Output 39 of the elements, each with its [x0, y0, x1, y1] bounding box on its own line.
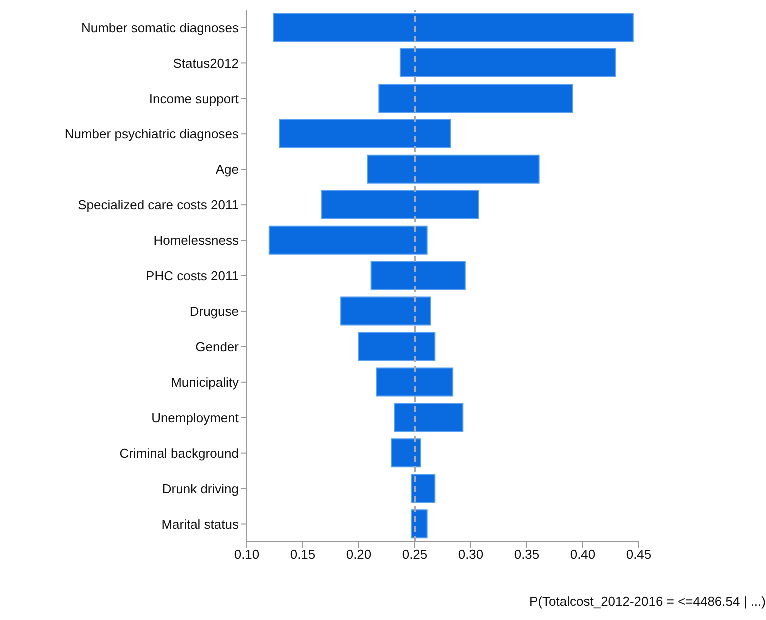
y-tick-label: Drunk driving — [162, 481, 239, 496]
y-tick-label: Income support — [149, 91, 240, 106]
bar — [376, 368, 454, 397]
bar — [340, 296, 432, 326]
x-tick-label: 0.20 — [346, 547, 372, 562]
y-tick-label: Marital status — [162, 516, 240, 532]
y-tick-label: PHC costs 2011 — [146, 268, 239, 284]
bar — [273, 13, 634, 42]
bar — [367, 154, 540, 184]
y-tick-label: Specialized care costs 2011 — [78, 198, 239, 213]
x-tick-label: 0.15 — [290, 547, 316, 562]
bar — [278, 119, 452, 148]
bar — [370, 261, 466, 290]
y-tick-label: Criminal background — [120, 446, 239, 461]
bar — [390, 438, 422, 468]
y-tick-label: Municipality — [171, 375, 240, 390]
y-tick-label: Gender — [196, 340, 240, 355]
y-tick-label: Druguse — [190, 304, 239, 320]
x-tick-label: 0.35 — [514, 547, 540, 562]
y-tick-label: Number somatic diagnoses — [81, 20, 240, 36]
bar — [268, 226, 428, 255]
x-tick-label: 0.25 — [402, 547, 428, 562]
bar — [322, 190, 480, 220]
y-tick-label: Unemployment — [152, 410, 240, 426]
x-tick-label: 0.10 — [234, 547, 260, 562]
x-axis-title: P(Totalcost_2012-2016 = <=4486.54 | ...) — [530, 594, 766, 609]
y-tick-label: Number psychiatric diagnoses — [64, 126, 240, 142]
bar — [411, 474, 436, 504]
bar — [378, 84, 574, 113]
y-tick-label: Age — [216, 162, 239, 178]
x-tick-label: 0.45 — [626, 547, 652, 562]
bar — [358, 332, 436, 362]
bar — [411, 510, 428, 539]
y-tick-label: Homelessness — [154, 233, 240, 248]
x-tick-label: 0.40 — [570, 547, 596, 562]
x-tick-label: 0.30 — [458, 547, 484, 562]
y-tick-label: Status2012 — [173, 56, 239, 71]
bar — [400, 48, 616, 78]
bar — [394, 403, 464, 432]
